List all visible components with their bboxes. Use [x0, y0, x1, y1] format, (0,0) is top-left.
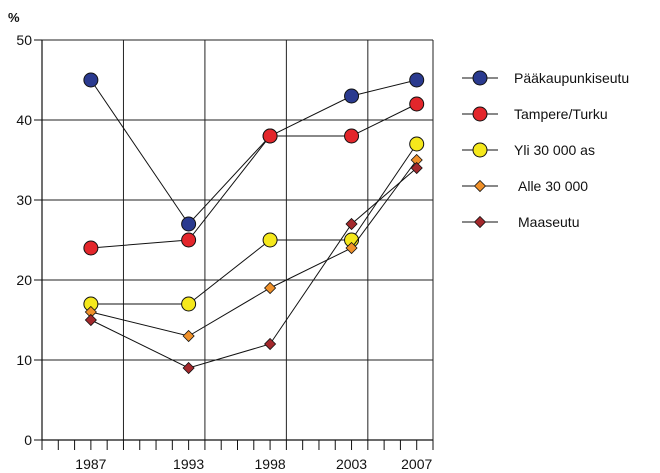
point-2-1: [181, 296, 197, 312]
y-tick-label-50: 50: [16, 32, 32, 48]
legend-item-4: Maaseutu: [462, 214, 579, 230]
legend-item-1: Tampere/Turku: [462, 106, 608, 122]
y-tick-labels: 0 10 20 30 40 50: [16, 32, 32, 448]
legend-item-3: Alle 30 000: [462, 178, 588, 194]
axes: [34, 39, 434, 450]
x-tick-label-1987: 1987: [75, 456, 106, 472]
point-1-3: [344, 128, 360, 144]
point-4-1: [182, 361, 195, 375]
point-3-3: [345, 241, 358, 255]
series-3: [84, 153, 423, 343]
y-tick-label-10: 10: [16, 352, 32, 368]
x-tick-label-2003: 2003: [336, 456, 367, 472]
legend-label-4: Maaseutu: [518, 214, 579, 230]
point-0-0: [83, 72, 99, 88]
legend-label-2: Yli 30 000 as: [514, 142, 595, 158]
legend-marker-2: [472, 142, 488, 158]
legend-label-1: Tampere/Turku: [514, 106, 608, 122]
point-1-4: [409, 96, 425, 112]
legend-item-2: Yli 30 000 as: [462, 142, 595, 158]
point-4-0: [84, 313, 97, 327]
point-2-4: [409, 136, 425, 152]
point-2-2: [262, 232, 278, 248]
legend-item-0: Pääkaupunkiseutu: [462, 70, 629, 86]
point-1-0: [83, 240, 99, 256]
point-0-4: [409, 72, 425, 88]
series-group: [83, 72, 425, 375]
series-1: [83, 96, 425, 256]
point-3-1: [182, 329, 195, 343]
point-1-2: [262, 128, 278, 144]
legend-label-3: Alle 30 000: [518, 178, 588, 194]
y-tick-label-0: 0: [24, 432, 32, 448]
legend-marker-3: [473, 179, 487, 193]
legend-marker-1: [472, 106, 488, 122]
y-tick-label-20: 20: [16, 272, 32, 288]
point-4-2: [264, 337, 277, 351]
legend-label-0: Pääkaupunkiseutu: [514, 70, 629, 86]
x-tick-label-2007: 2007: [401, 456, 432, 472]
point-0-3: [344, 88, 360, 104]
point-3-2: [264, 281, 277, 295]
point-4-3: [345, 217, 358, 231]
y-axis-unit: %: [8, 10, 20, 25]
legend-marker-0: [472, 70, 488, 86]
x-tick-label-1998: 1998: [255, 456, 286, 472]
y-tick-label-30: 30: [16, 192, 32, 208]
y-tick-label-40: 40: [16, 112, 32, 128]
series-4: [84, 161, 423, 375]
point-4-4: [410, 161, 423, 175]
series-2: [83, 136, 425, 312]
x-tick-label-1993: 1993: [173, 456, 204, 472]
legend: Pääkaupunkiseutu Tampere/Turku Yli 30 000 …: [462, 70, 629, 230]
point-0-1: [181, 216, 197, 232]
grid: [41, 39, 434, 440]
x-tick-labels: 1987 1993 1998 2003 2007: [75, 456, 432, 472]
point-1-1: [181, 232, 197, 248]
series-0: [83, 72, 425, 232]
legend-marker-4: [473, 215, 487, 229]
